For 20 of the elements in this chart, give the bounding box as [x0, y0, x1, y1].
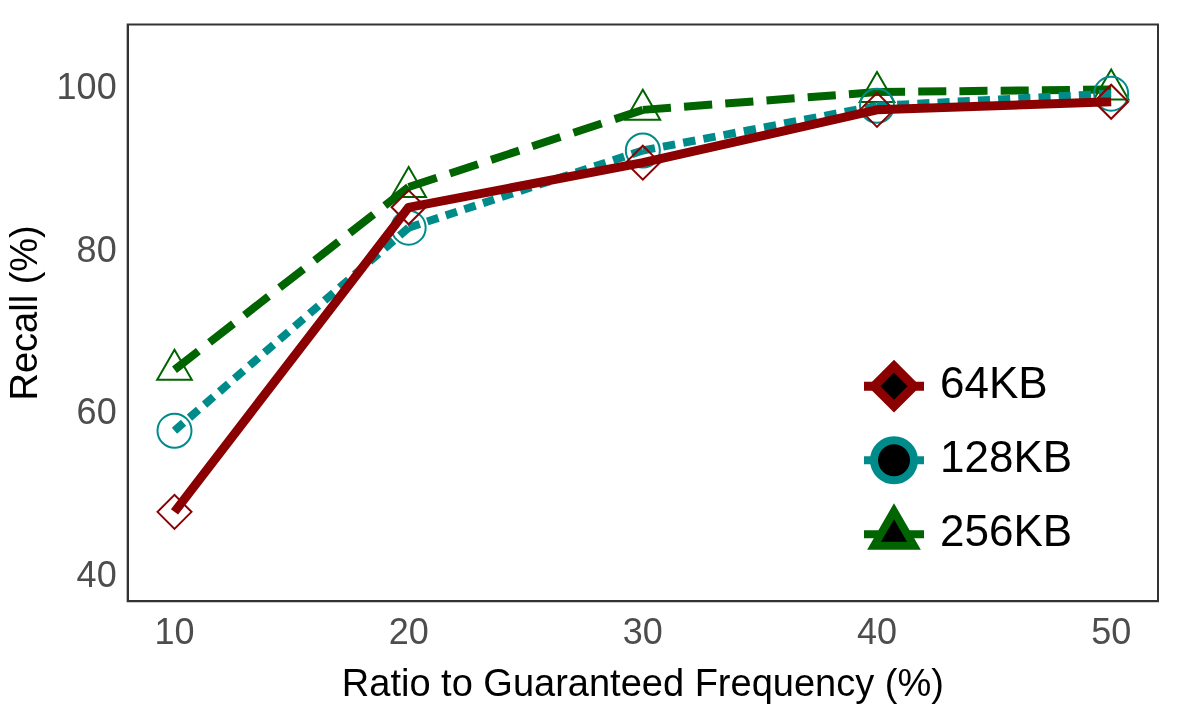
x-tick-label: 20 — [388, 610, 429, 652]
x-tick-label: 50 — [1091, 610, 1132, 652]
point — [1093, 83, 1130, 120]
y-tick-label: 80 — [76, 228, 117, 270]
point — [390, 189, 427, 226]
point — [156, 412, 193, 449]
x-axis-title: Ratio to Guaranteed Frequency (%) — [341, 661, 944, 704]
x-tick-label: 30 — [622, 610, 663, 652]
point — [156, 493, 193, 530]
y-tick-label: 40 — [76, 553, 117, 595]
y-tick-label: 60 — [76, 391, 117, 433]
legend-label: 64KB — [940, 358, 1048, 408]
point — [624, 144, 661, 181]
legend-label: 256KB — [940, 506, 1073, 556]
x-tick-label: 10 — [154, 610, 195, 652]
x-tick-label: 40 — [856, 610, 898, 652]
y-tick-label: 100 — [56, 66, 117, 108]
y-axis-title: Recall (%) — [3, 225, 46, 401]
legend-label: 128KB — [940, 432, 1073, 482]
point — [1093, 75, 1130, 112]
